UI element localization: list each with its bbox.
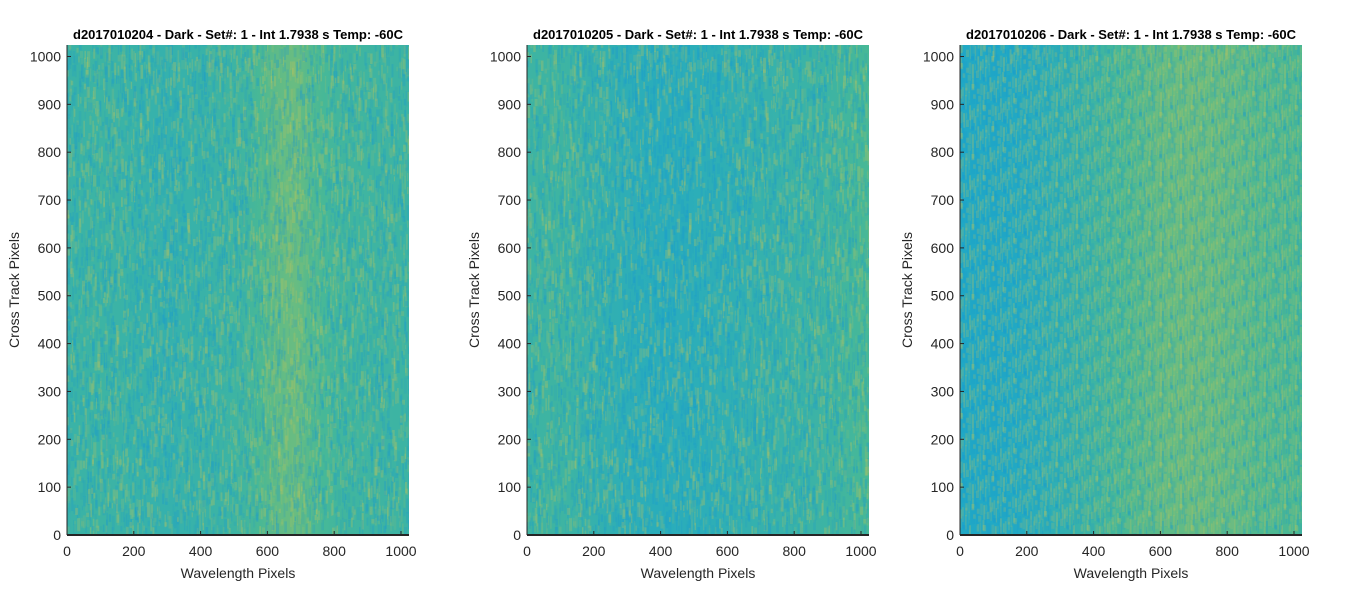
y-tick-label: 900 [931, 96, 955, 112]
y-tick-label: 100 [498, 479, 522, 495]
x-axis-label: Wavelength Pixels [1074, 565, 1189, 581]
x-tick-label: 600 [256, 543, 280, 559]
chart-panel-1: 0 200 400 600 800 1000 0 100 200 300 400 500 600 700 8… [6, 27, 417, 581]
y-tick-label: 1000 [490, 48, 521, 64]
x-tick-label: 400 [649, 543, 673, 559]
y-tick-label: 600 [931, 240, 955, 256]
y-tick-label: 200 [38, 431, 62, 447]
x-tick-label: 0 [523, 543, 531, 559]
x-tick-label: 1000 [1278, 543, 1309, 559]
y-tick-label: 0 [946, 527, 954, 543]
heatmap-image [527, 45, 869, 535]
y-tick-label: 800 [931, 144, 955, 160]
y-tick-label: 700 [38, 192, 62, 208]
heatmap-image [960, 45, 1302, 535]
y-tick-label: 400 [38, 336, 62, 352]
x-axis-label: Wavelength Pixels [181, 565, 296, 581]
y-tick-label: 600 [38, 240, 62, 256]
y-tick-label: 1000 [30, 48, 61, 64]
y-tick-label: 700 [931, 192, 955, 208]
chart-panel-3: 0 200 400 600 800 1000 0 100 200 300 400 500 600 700 8… [899, 27, 1310, 581]
x-tick-label: 800 [783, 543, 807, 559]
y-axis-label: Cross Track Pixels [6, 232, 22, 348]
chart-title: d2017010206 - Dark - Set#: 1 - Int 1.793… [966, 27, 1297, 42]
heatmap-image [67, 45, 409, 535]
heatmap-noise [527, 45, 869, 535]
x-tick-label: 1000 [845, 543, 876, 559]
x-tick-label: 400 [189, 543, 213, 559]
y-tick-label: 200 [498, 431, 522, 447]
y-tick-label: 100 [931, 479, 955, 495]
y-tick-label: 500 [931, 288, 955, 304]
x-tick-label: 0 [63, 543, 71, 559]
y-tick-label: 200 [931, 431, 955, 447]
x-tick-label: 0 [956, 543, 964, 559]
x-tick-label: 600 [716, 543, 740, 559]
x-tick-label: 200 [582, 543, 606, 559]
heatmap-base [960, 45, 1302, 535]
x-tick-label: 400 [1082, 543, 1106, 559]
y-tick-label: 500 [498, 288, 522, 304]
y-tick-label: 700 [498, 192, 522, 208]
y-tick-label: 300 [38, 383, 62, 399]
y-axis-label: Cross Track Pixels [899, 232, 915, 348]
chart-panel-2: 0 200 400 600 800 1000 0 100 200 300 400 500 600 700 8… [466, 27, 877, 581]
heatmap-base [527, 45, 869, 535]
x-axis-label: Wavelength Pixels [641, 565, 756, 581]
y-tick-label: 900 [38, 96, 62, 112]
y-tick-label: 400 [498, 336, 522, 352]
x-tick-label: 200 [1015, 543, 1039, 559]
heatmap-base [67, 45, 409, 535]
y-tick-label: 1000 [923, 48, 954, 64]
y-tick-label: 600 [498, 240, 522, 256]
heatmap-noise [67, 45, 409, 535]
y-axis-label: Cross Track Pixels [466, 232, 482, 348]
y-tick-label: 100 [38, 479, 62, 495]
y-tick-label: 500 [38, 288, 62, 304]
x-tick-label: 200 [122, 543, 146, 559]
y-tick-label: 400 [931, 336, 955, 352]
x-tick-label: 600 [1149, 543, 1173, 559]
y-tick-label: 0 [53, 527, 61, 543]
y-tick-label: 0 [513, 527, 521, 543]
y-tick-label: 800 [38, 144, 62, 160]
y-tick-label: 900 [498, 96, 522, 112]
y-tick-label: 300 [498, 383, 522, 399]
chart-title: d2017010205 - Dark - Set#: 1 - Int 1.793… [533, 27, 864, 42]
y-tick-label: 300 [931, 383, 955, 399]
x-tick-label: 800 [323, 543, 347, 559]
x-tick-label: 1000 [385, 543, 416, 559]
x-tick-label: 800 [1216, 543, 1240, 559]
chart-title: d2017010204 - Dark - Set#: 1 - Int 1.793… [73, 27, 404, 42]
heatmap-noise [960, 45, 1302, 535]
y-tick-label: 800 [498, 144, 522, 160]
